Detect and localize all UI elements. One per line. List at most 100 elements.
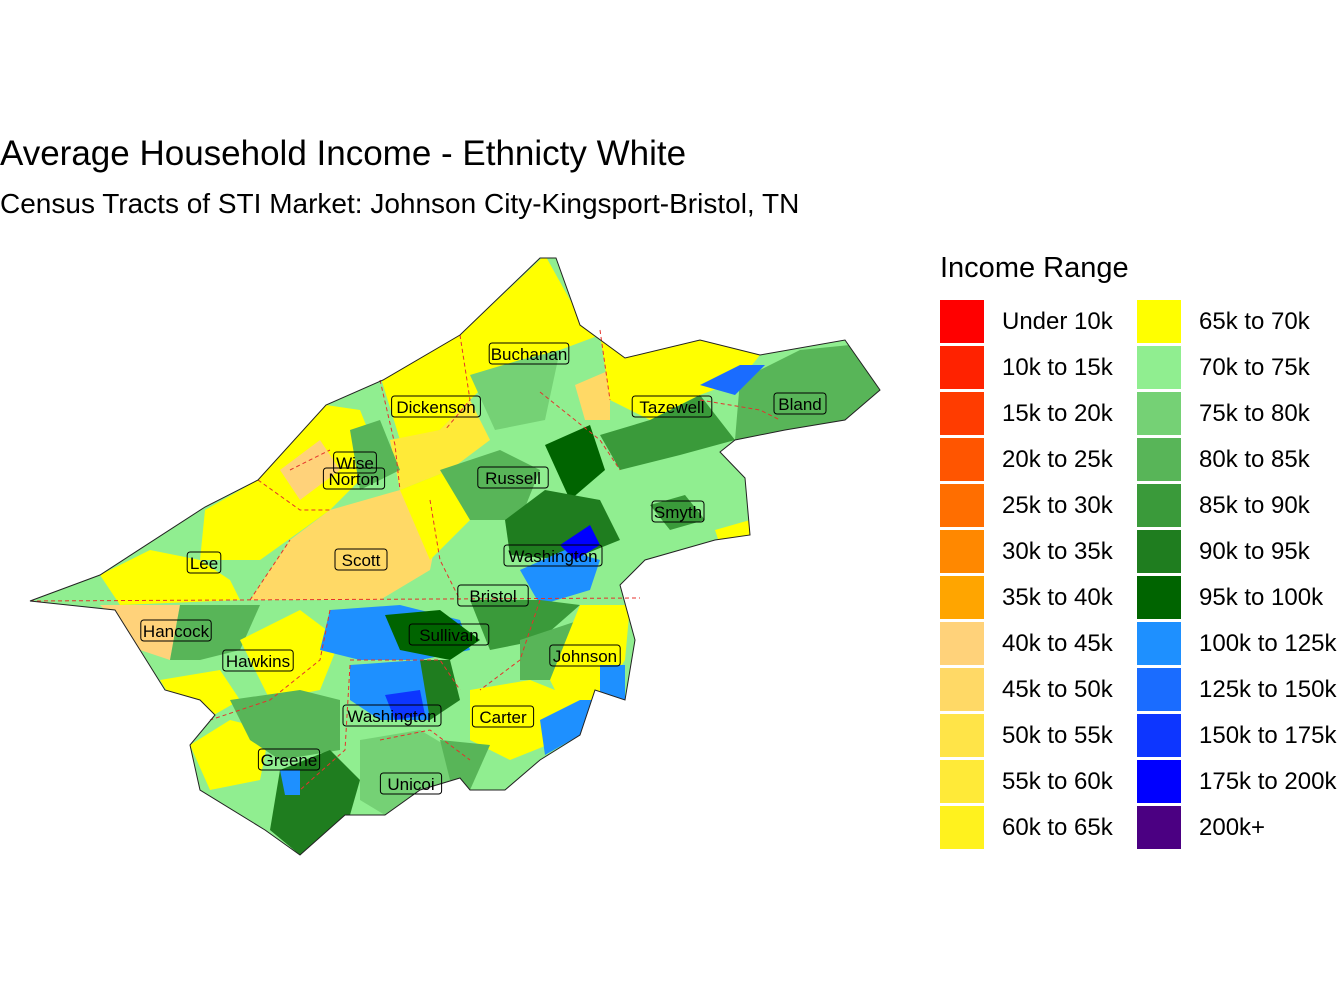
legend-label: 75k to 80k xyxy=(1199,400,1310,427)
legend-title: Income Range xyxy=(940,252,1129,284)
legend-swatch xyxy=(940,668,984,711)
legend-item: 20k to 25k xyxy=(940,438,1137,484)
county-label: Hancock xyxy=(140,619,212,642)
legend-label: 30k to 35k xyxy=(1002,538,1113,565)
legend-item: 35k to 40k xyxy=(940,576,1137,622)
legend-item: 90k to 95k xyxy=(1137,530,1334,576)
tract xyxy=(385,610,480,660)
county-line xyxy=(299,664,351,791)
county-label-box xyxy=(140,619,212,642)
county-label-box xyxy=(503,544,603,567)
legend-item: 30k to 35k xyxy=(940,530,1137,576)
legend-swatch xyxy=(940,760,984,803)
legend-swatch xyxy=(940,622,984,665)
tract xyxy=(540,700,595,755)
legend-item: 45k to 50k xyxy=(940,668,1137,714)
tract xyxy=(575,370,610,420)
legend-item: 25k to 30k xyxy=(940,484,1137,530)
legend-item: 40k to 45k xyxy=(940,622,1137,668)
legend-item: 150k to 175k xyxy=(1137,714,1336,760)
tract xyxy=(280,440,340,500)
county-label-box xyxy=(333,451,377,474)
tract xyxy=(280,770,300,795)
legend-label: 45k to 50k xyxy=(1002,676,1113,703)
county-label-text: Bland xyxy=(778,395,821,414)
county-label-box xyxy=(334,548,388,571)
county-label: Hawkins xyxy=(222,649,294,672)
state-line xyxy=(29,597,641,602)
tract xyxy=(230,690,340,760)
legend-swatch xyxy=(1137,392,1181,435)
legend-item: 55k to 60k xyxy=(940,760,1137,806)
county-label-text: Hawkins xyxy=(226,652,290,671)
county-label-text: Tazewell xyxy=(639,398,704,417)
county-label-text: Hancock xyxy=(143,622,210,641)
legend-swatch xyxy=(1137,622,1181,665)
county-label: Lee xyxy=(186,551,222,574)
county-label-text: Bristol xyxy=(469,587,516,606)
county-label-text: Dickenson xyxy=(396,398,475,417)
legend-label: 200k+ xyxy=(1199,814,1266,841)
legend-label: 50k to 55k xyxy=(1002,722,1113,749)
county-label-box xyxy=(379,772,443,795)
county-line xyxy=(257,479,330,511)
county-line xyxy=(444,334,471,431)
county-label: Scott xyxy=(334,548,388,571)
county-label-box xyxy=(471,705,535,728)
legend-swatch xyxy=(940,530,984,573)
legend-item: 15k to 20k xyxy=(940,392,1137,438)
county-label-box xyxy=(631,395,713,418)
legend-item: 100k to 125k xyxy=(1137,622,1336,668)
county-label-text: Johnson xyxy=(553,647,617,666)
county-label: Washington xyxy=(342,704,442,727)
legend-label: 15k to 20k xyxy=(1002,400,1113,427)
legend-swatch xyxy=(1137,346,1181,389)
region-outline xyxy=(29,257,881,856)
legend-label: 70k to 75k xyxy=(1199,354,1310,381)
county-label: Norton xyxy=(322,467,386,490)
county-label-box xyxy=(477,466,549,489)
legend-label: 90k to 95k xyxy=(1199,538,1310,565)
county-label: Smyth xyxy=(651,500,705,523)
tract xyxy=(600,335,760,420)
county-label-box xyxy=(773,392,827,415)
tract xyxy=(600,665,625,700)
county-line xyxy=(350,659,461,691)
chart-title: Average Household Income - Ethnicty Whit… xyxy=(0,134,687,173)
county-line xyxy=(249,539,291,601)
legend-label: Under 10k xyxy=(1002,308,1113,335)
county-label-box xyxy=(488,342,570,365)
tract xyxy=(250,490,440,600)
legend: Income Range Under 10k 10k to 15k 15k to 2… xyxy=(940,252,1336,849)
legend-swatch xyxy=(1137,668,1181,711)
county-label: Dickenson xyxy=(391,395,481,418)
legend-swatch xyxy=(940,300,984,343)
county-label: Tazewell xyxy=(631,395,713,418)
county-label: Russell xyxy=(477,466,549,489)
county-label: Washington xyxy=(503,544,603,567)
county-label-text: Greene xyxy=(261,751,318,770)
legend-item: 85k to 90k xyxy=(1137,484,1334,530)
legend-item: 95k to 100k xyxy=(1137,576,1334,622)
county-label-box xyxy=(342,704,442,727)
legend-swatch xyxy=(940,392,984,435)
legend-item: 10k to 15k xyxy=(940,346,1137,392)
legend-swatch xyxy=(940,714,984,757)
legend-label: 85k to 90k xyxy=(1199,492,1310,519)
county-label-text: Buchanan xyxy=(491,345,568,364)
county-label-text: Russell xyxy=(485,469,541,488)
tract xyxy=(700,365,765,395)
legend-swatch xyxy=(940,438,984,481)
legend-swatch xyxy=(1137,530,1181,573)
legend-item: 125k to 150k xyxy=(1137,668,1336,714)
tract xyxy=(380,258,600,440)
legend-swatch xyxy=(1137,438,1181,481)
county-boundaries xyxy=(29,329,781,791)
county-label-text: Washington xyxy=(347,707,436,726)
legend-item: 50k to 55k xyxy=(940,714,1137,760)
county-label: Carter xyxy=(471,705,535,728)
legend-swatch xyxy=(940,806,984,849)
county-line xyxy=(599,329,611,401)
